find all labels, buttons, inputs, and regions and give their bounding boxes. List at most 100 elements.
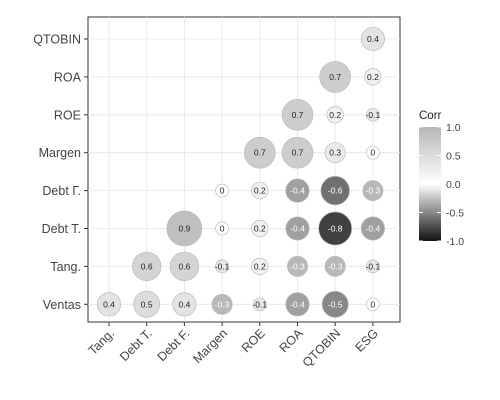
x-tick-label: ROE bbox=[239, 326, 268, 355]
corr-circle bbox=[132, 251, 162, 282]
corr-value-label: -0.3 bbox=[290, 261, 305, 271]
corr-circle bbox=[360, 216, 385, 241]
corr-value-label: 0.7 bbox=[254, 148, 266, 158]
corr-circle bbox=[243, 136, 276, 169]
corr-circle bbox=[321, 290, 349, 318]
corr-value-label: -0.3 bbox=[215, 299, 230, 309]
corr-value-label: 0.6 bbox=[141, 261, 153, 271]
corr-value-label: -0.4 bbox=[290, 186, 305, 196]
corr-circle bbox=[285, 292, 310, 317]
corr-circle bbox=[215, 259, 229, 274]
corr-circle bbox=[285, 216, 310, 241]
corr-value-label: -0.1 bbox=[366, 110, 381, 120]
corr-value-label: 0.4 bbox=[178, 299, 190, 309]
corr-circle bbox=[251, 181, 269, 200]
x-tick-label: Debt F. bbox=[155, 326, 193, 364]
y-tick-label: ROA bbox=[54, 70, 82, 84]
corr-circle bbox=[366, 145, 380, 160]
corr-value-label: -0.4 bbox=[290, 299, 305, 309]
corr-circle bbox=[252, 297, 267, 312]
corr-circle bbox=[251, 219, 269, 238]
corr-value-label: -0.3 bbox=[366, 186, 381, 196]
corr-value-label: 0.2 bbox=[254, 261, 266, 271]
legend-tick-label: 0.5 bbox=[446, 151, 461, 163]
corr-value-label: -0.5 bbox=[328, 299, 343, 309]
y-tick-label: Ventas bbox=[43, 298, 81, 312]
corr-circle bbox=[362, 180, 384, 202]
corr-circle bbox=[324, 255, 346, 277]
corr-circle bbox=[360, 26, 385, 52]
legend: Corr 1.0 0.5 0.0 -0.5 -1.0 bbox=[419, 110, 464, 248]
corr-value-label: -0.1 bbox=[252, 299, 267, 309]
cells-layer: 0.4 0.7 0.2 0.7 0.2 -0.1 0.7 0.7 0.3 0 0 0.2 -0.4 -0.… bbox=[96, 26, 385, 318]
corr-circle bbox=[320, 175, 350, 206]
corr-value-label: -0.4 bbox=[366, 224, 381, 234]
legend-tick-label: -1.0 bbox=[446, 236, 464, 248]
corr-circle bbox=[324, 142, 346, 164]
y-tick-label: Debt T. bbox=[42, 222, 81, 236]
corr-value-label: -0.1 bbox=[215, 261, 230, 271]
corr-circle bbox=[318, 211, 353, 246]
legend-tick-label: 1.0 bbox=[446, 122, 461, 134]
corr-value-label: 0.7 bbox=[292, 148, 304, 158]
corr-circle bbox=[172, 292, 197, 317]
corr-circle bbox=[285, 178, 310, 203]
corr-value-label: -0.4 bbox=[290, 224, 305, 234]
corr-circle bbox=[211, 293, 233, 315]
corr-value-label: 0 bbox=[220, 224, 225, 234]
corr-value-label: 0.5 bbox=[141, 299, 153, 309]
x-tick-label: Debt T. bbox=[117, 326, 155, 364]
corr-value-label: 0.7 bbox=[329, 72, 341, 82]
x-tick-label: ROA bbox=[277, 326, 307, 356]
x-tick-label: QTOBIN bbox=[300, 326, 344, 370]
y-axis: QTOBIN ROA ROE Margen Debt Г. Debt T. Tang. Ven… bbox=[33, 33, 88, 312]
y-tick-label: ROE bbox=[54, 108, 81, 122]
corr-value-label: -0.1 bbox=[366, 261, 381, 271]
corr-value-label: 0.2 bbox=[367, 72, 379, 82]
corr-circle bbox=[366, 107, 380, 122]
corr-value-label: 0.3 bbox=[329, 148, 341, 158]
corr-value-label: 0.2 bbox=[329, 110, 341, 120]
corr-circle bbox=[366, 297, 380, 312]
corr-value-label: 0.7 bbox=[292, 110, 304, 120]
corr-circle bbox=[215, 221, 229, 236]
corr-circle bbox=[326, 106, 344, 124]
plot-panel bbox=[87, 16, 401, 323]
corr-circle bbox=[251, 257, 269, 276]
y-tick-label: Debt Г. bbox=[42, 184, 81, 198]
corr-value-label: -0.6 bbox=[328, 186, 343, 196]
y-tick-label: Tang. bbox=[50, 260, 81, 274]
corr-circle bbox=[169, 251, 200, 282]
corr-value-label: 0 bbox=[371, 299, 376, 309]
corr-value-label: 0 bbox=[220, 186, 225, 196]
corr-circle bbox=[364, 68, 382, 86]
x-tick-label: Margen bbox=[190, 326, 230, 366]
corr-circle bbox=[215, 183, 229, 198]
corr-value-label: 0.9 bbox=[178, 224, 190, 234]
corr-circle bbox=[281, 136, 314, 169]
legend-tick-label: 0.0 bbox=[446, 179, 461, 191]
corr-value-label: 0.2 bbox=[254, 224, 266, 234]
corr-circle bbox=[287, 255, 308, 277]
x-tick-label: ESG bbox=[352, 326, 381, 355]
legend-tick-label: -0.5 bbox=[446, 208, 464, 220]
corr-value-label: 0.4 bbox=[103, 299, 115, 309]
corr-value-label: -0.8 bbox=[328, 224, 343, 234]
corr-value-label: 0.4 bbox=[367, 34, 379, 44]
corr-value-label: -0.3 bbox=[328, 261, 343, 271]
legend-title: Corr bbox=[419, 110, 442, 122]
y-tick-label: QTOBIN bbox=[33, 33, 81, 47]
corr-circle bbox=[366, 259, 380, 274]
corr-value-label: 0 bbox=[371, 148, 376, 158]
corr-circle bbox=[319, 61, 352, 93]
corr-circle bbox=[281, 98, 314, 131]
corr-value-label: 0.2 bbox=[254, 186, 266, 196]
x-tick-label: Tang. bbox=[86, 326, 118, 358]
corr-circle bbox=[166, 210, 203, 247]
corr-circle bbox=[133, 290, 161, 318]
legend-colorbar bbox=[419, 127, 441, 241]
y-tick-label: Margen bbox=[39, 146, 81, 160]
corr-value-label: 0.6 bbox=[178, 261, 190, 271]
